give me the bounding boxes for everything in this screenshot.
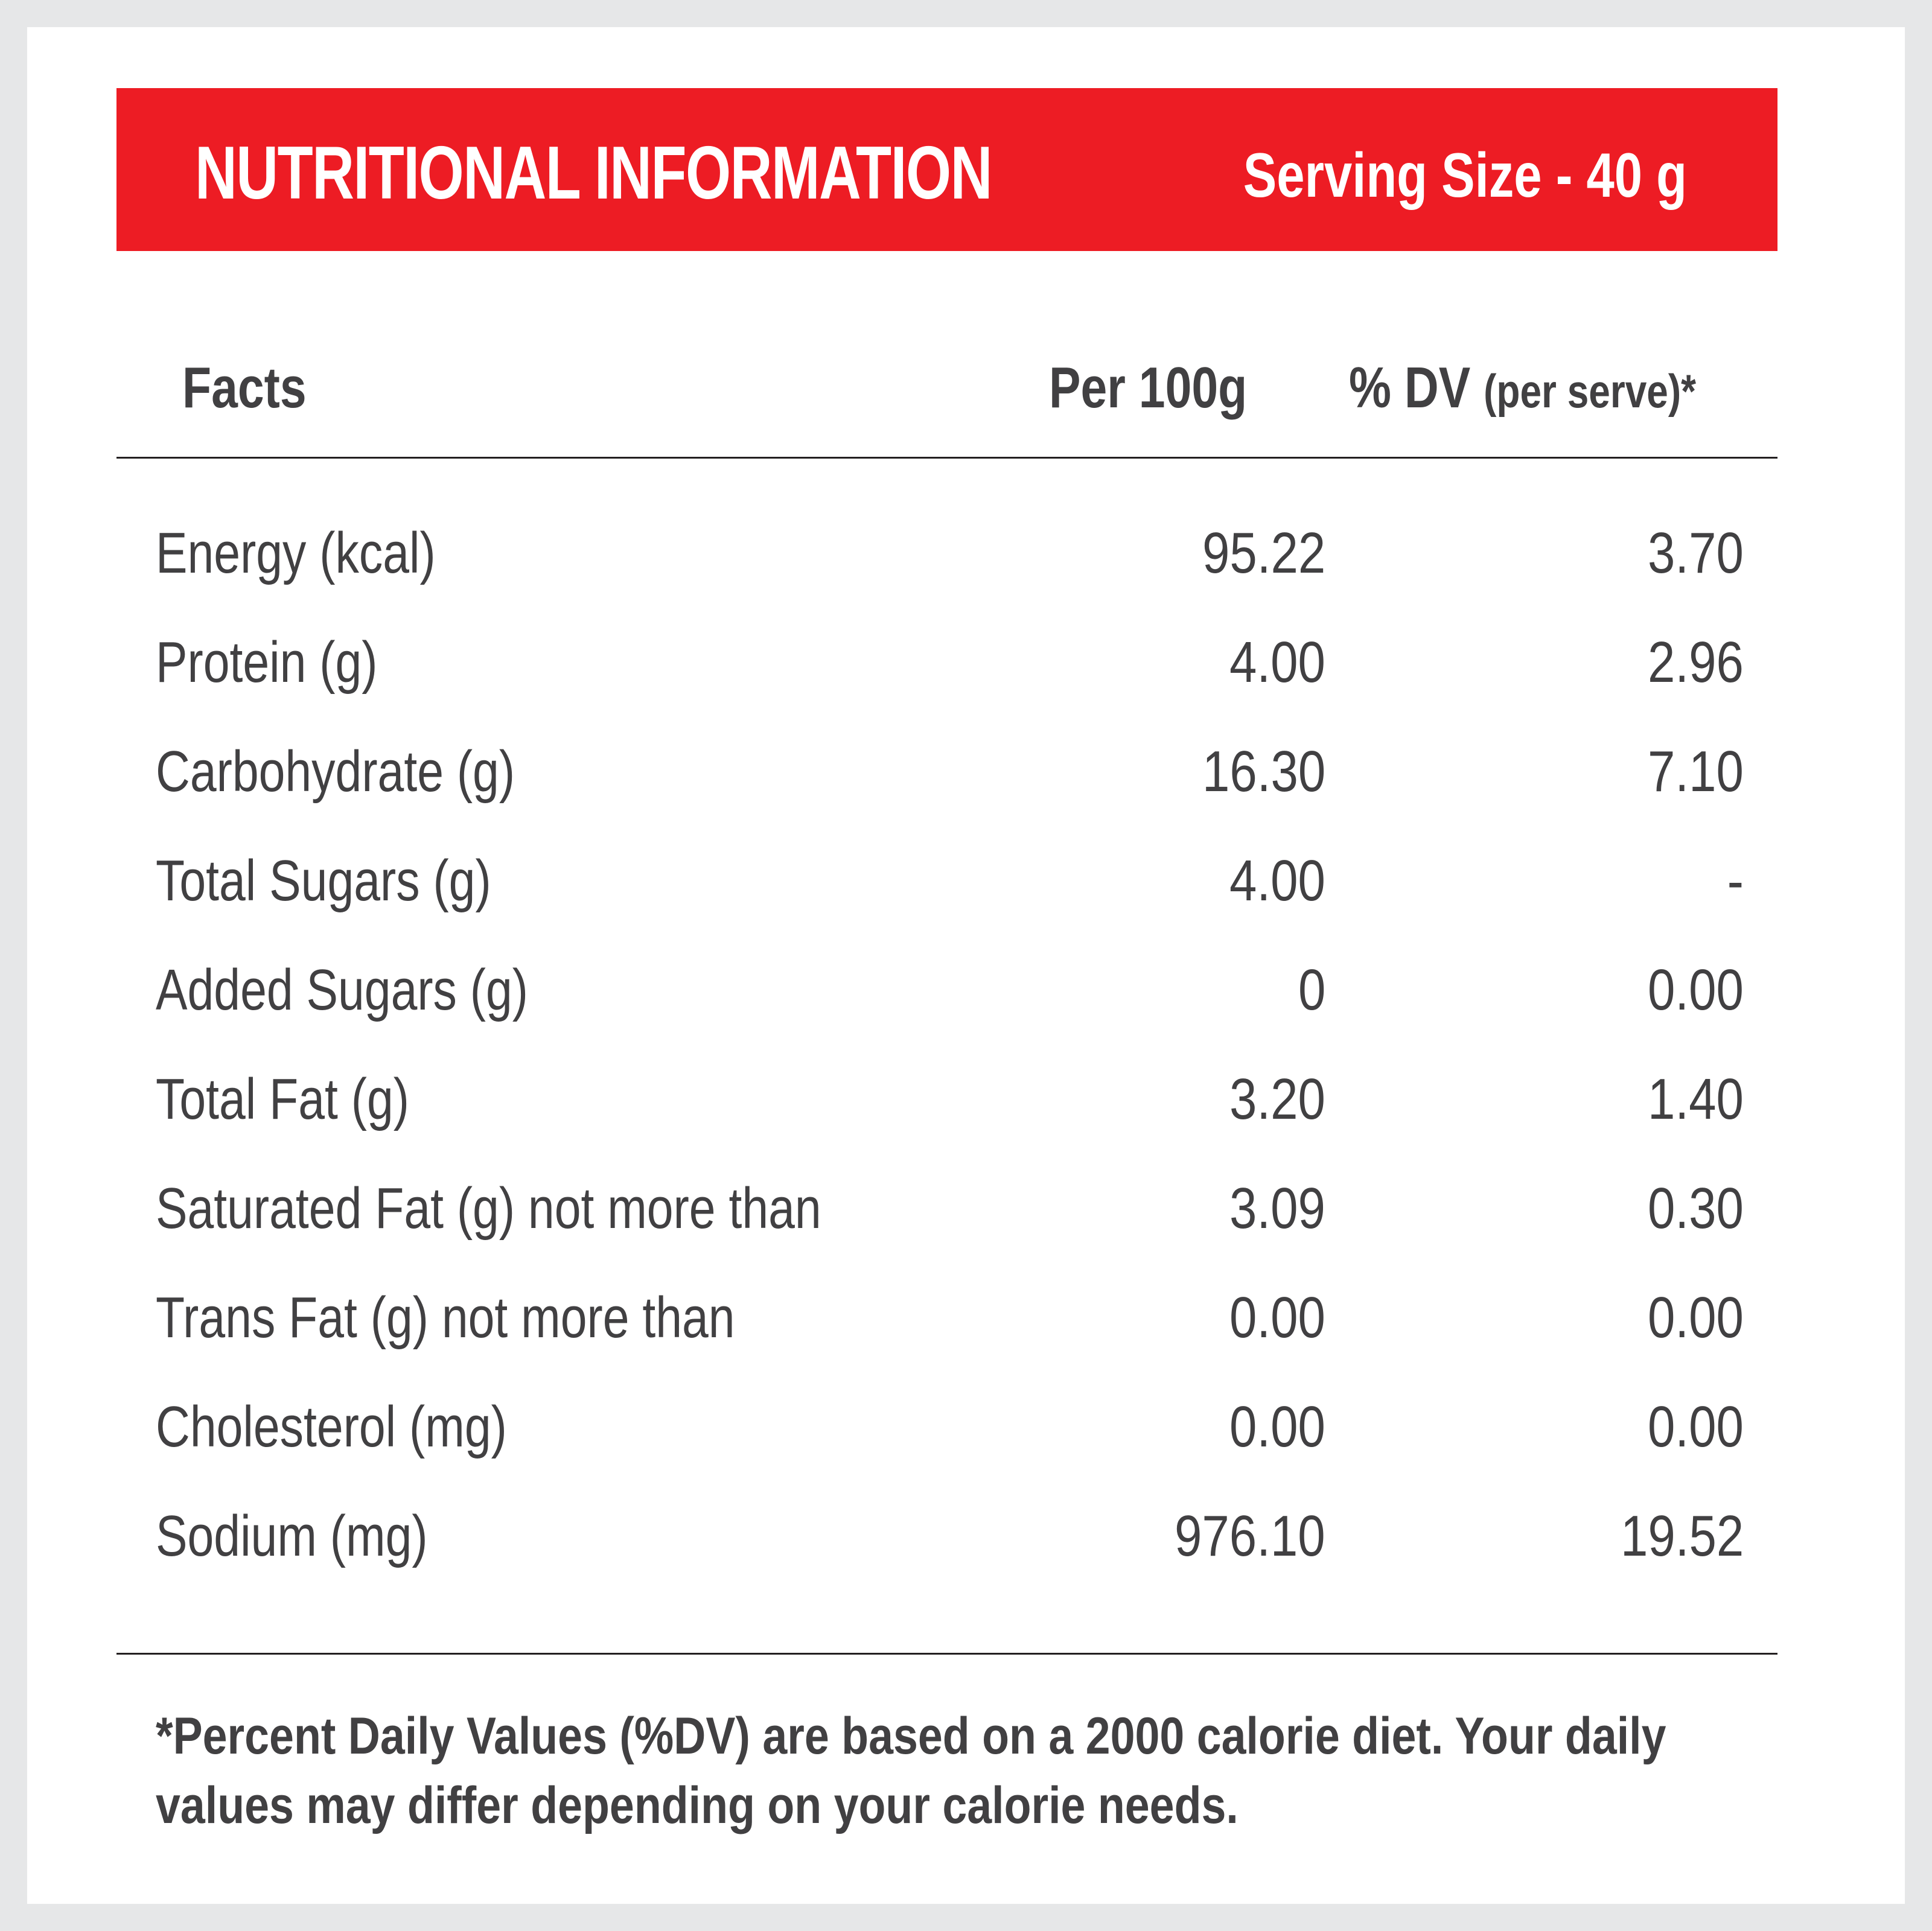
row-label: Trans Fat (g) not more than xyxy=(156,1285,735,1350)
footnote: *Percent Daily Values (%DV) are based on… xyxy=(156,1707,1666,1834)
row-label: Total Sugars (g) xyxy=(156,848,491,913)
row-dv-value: 3.70 xyxy=(1648,521,1744,585)
row-dv-value: 2.96 xyxy=(1648,630,1744,695)
row-per100-value: 0 xyxy=(1298,958,1325,1022)
row-label: Saturated Fat (g) not more than xyxy=(156,1176,821,1241)
header-banner: NUTRITIONAL INFORMATION Serving Size - 4… xyxy=(116,88,1777,251)
row-dv-value: 0.00 xyxy=(1648,1285,1744,1350)
row-per100-value: 0.00 xyxy=(1229,1395,1325,1459)
header-dv-label: % DV xyxy=(1349,355,1471,420)
banner-title: NUTRITIONAL INFORMATION xyxy=(195,132,992,215)
row-label: Added Sugars (g) xyxy=(156,958,528,1022)
row-dv-value: - xyxy=(1727,848,1744,913)
row-dv-value: 0.00 xyxy=(1648,1395,1744,1459)
row-per100-value: 0.00 xyxy=(1229,1285,1325,1350)
row-per100-value: 16.30 xyxy=(1202,739,1325,804)
row-label: Cholesterol (mg) xyxy=(156,1395,507,1459)
footer-divider xyxy=(116,1653,1777,1655)
header-divider xyxy=(116,457,1777,459)
row-per100-value: 95.22 xyxy=(1202,521,1325,585)
row-per100-value: 3.20 xyxy=(1229,1067,1325,1131)
row-per100-value: 4.00 xyxy=(1229,848,1325,913)
row-label: Total Fat (g) xyxy=(156,1067,409,1131)
serving-size: Serving Size - 40 g xyxy=(1243,141,1687,211)
row-dv-value: 1.40 xyxy=(1648,1067,1744,1131)
row-label: Carbohydrate (g) xyxy=(156,739,515,804)
row-dv-value: 19.52 xyxy=(1620,1504,1744,1568)
row-label: Sodium (mg) xyxy=(156,1504,428,1568)
label-card xyxy=(27,27,1905,1904)
row-per100-value: 976.10 xyxy=(1175,1504,1325,1568)
row-label: Protein (g) xyxy=(156,630,378,695)
header-per100: Per 100g xyxy=(1049,355,1248,420)
row-label: Energy (kcal) xyxy=(156,521,436,585)
row-dv-value: 0.00 xyxy=(1648,958,1744,1022)
row-dv-value: 0.30 xyxy=(1648,1176,1744,1241)
row-per100-value: 3.09 xyxy=(1229,1176,1325,1241)
row-dv-value: 7.10 xyxy=(1648,739,1744,804)
row-per100-value: 4.00 xyxy=(1229,630,1325,695)
header-dv-sub: (per serve)* xyxy=(1484,364,1697,418)
header-facts: Facts xyxy=(182,355,307,420)
header-dv: % DV (per serve)* xyxy=(1349,355,1696,421)
